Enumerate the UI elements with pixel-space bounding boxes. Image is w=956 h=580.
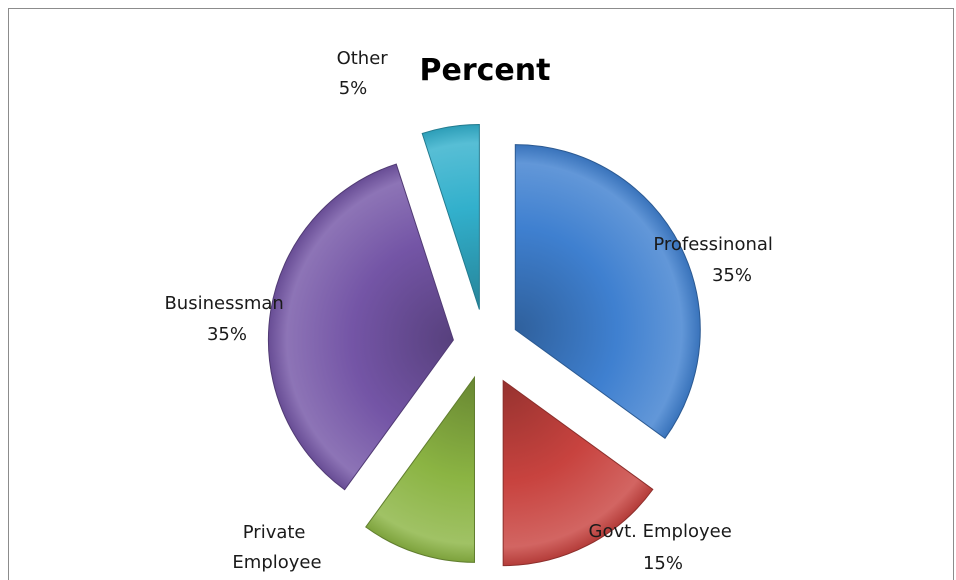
slice-label-govt-employee: Govt. Employee 15%	[589, 521, 738, 574]
slice-label-private-employee: Private Employee	[232, 522, 321, 573]
slice-label-businessman: Businessman 35%	[164, 293, 289, 345]
slice-label-professional: Professinonal 35%	[653, 234, 778, 286]
pie-slice-other	[421, 123, 480, 310]
chart-title: Percent	[420, 53, 551, 88]
chart-frame	[8, 8, 954, 580]
pie-slice-businessman	[267, 163, 454, 491]
pie-slice-govt-employee	[502, 379, 654, 567]
pie-slice-professinonal	[514, 144, 701, 440]
slice-label-other: Other 5%	[337, 48, 394, 99]
pie-slice-private-employee	[365, 375, 475, 563]
